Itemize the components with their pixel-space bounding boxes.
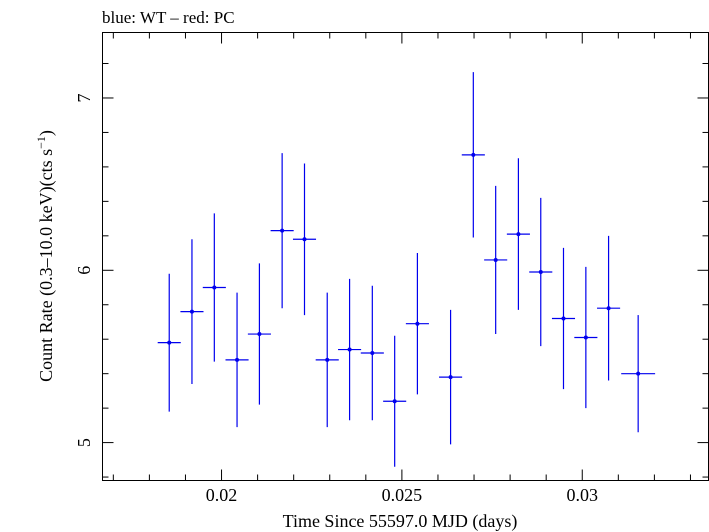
point-marker bbox=[561, 316, 566, 321]
x-tick-label: 0.03 bbox=[567, 485, 599, 505]
point-marker bbox=[280, 228, 285, 233]
point-marker bbox=[392, 399, 397, 404]
data-point bbox=[506, 158, 530, 310]
data-point bbox=[383, 335, 407, 467]
data-point bbox=[270, 153, 294, 309]
plot-frame bbox=[102, 32, 709, 481]
data-point bbox=[247, 263, 271, 405]
point-marker bbox=[370, 350, 375, 355]
data-point bbox=[338, 278, 362, 421]
point-marker bbox=[235, 357, 240, 362]
point-marker bbox=[471, 152, 476, 157]
point-marker bbox=[325, 357, 330, 362]
data-point bbox=[360, 285, 384, 421]
point-marker bbox=[606, 306, 611, 311]
data-points bbox=[157, 72, 656, 467]
y-axis-label-main: Count Rate (0.3–10.0 keV)(cts s bbox=[36, 149, 57, 382]
point-marker bbox=[257, 332, 262, 337]
x-tick-label: 0.02 bbox=[206, 485, 238, 505]
y-axis-label-exponent: −1 bbox=[34, 136, 48, 149]
data-point bbox=[461, 72, 485, 238]
data-point bbox=[225, 292, 249, 428]
point-marker bbox=[516, 232, 521, 237]
data-point bbox=[315, 292, 339, 428]
point-marker bbox=[493, 257, 498, 262]
point-marker bbox=[636, 371, 641, 376]
y-tick-label: 5 bbox=[74, 438, 94, 447]
point-marker bbox=[167, 340, 172, 345]
point-marker bbox=[189, 309, 194, 314]
data-point bbox=[551, 247, 576, 390]
y-axis-label: Count Rate (0.3–10.0 keV)(cts s−1) bbox=[34, 130, 57, 382]
y-tick-label: 6 bbox=[74, 266, 94, 275]
data-point bbox=[157, 273, 181, 412]
data-point bbox=[529, 197, 553, 347]
data-point bbox=[574, 266, 598, 409]
point-marker bbox=[212, 285, 217, 290]
data-point bbox=[621, 315, 656, 433]
axis-ticks bbox=[102, 32, 709, 481]
data-point bbox=[202, 213, 226, 362]
y-tick-label: 7 bbox=[74, 93, 94, 102]
data-point bbox=[439, 309, 463, 445]
data-point bbox=[405, 253, 429, 395]
point-marker bbox=[538, 270, 543, 275]
x-tick-label: 0.025 bbox=[382, 485, 423, 505]
x-axis-label: Time Since 55597.0 MJD (days) bbox=[283, 511, 518, 532]
axis-tick-labels: 0.02 0.025 0.03 5 6 7 bbox=[74, 93, 598, 505]
point-marker bbox=[347, 347, 352, 352]
data-point bbox=[597, 235, 621, 381]
point-marker bbox=[302, 237, 307, 242]
point-marker bbox=[583, 335, 588, 340]
data-point bbox=[292, 163, 317, 316]
chart-title: blue: WT – red: PC bbox=[102, 8, 235, 27]
data-point bbox=[484, 185, 508, 335]
point-marker bbox=[448, 375, 453, 380]
y-axis-label-end: ) bbox=[36, 130, 57, 136]
point-marker bbox=[415, 321, 420, 326]
data-point bbox=[180, 239, 204, 385]
